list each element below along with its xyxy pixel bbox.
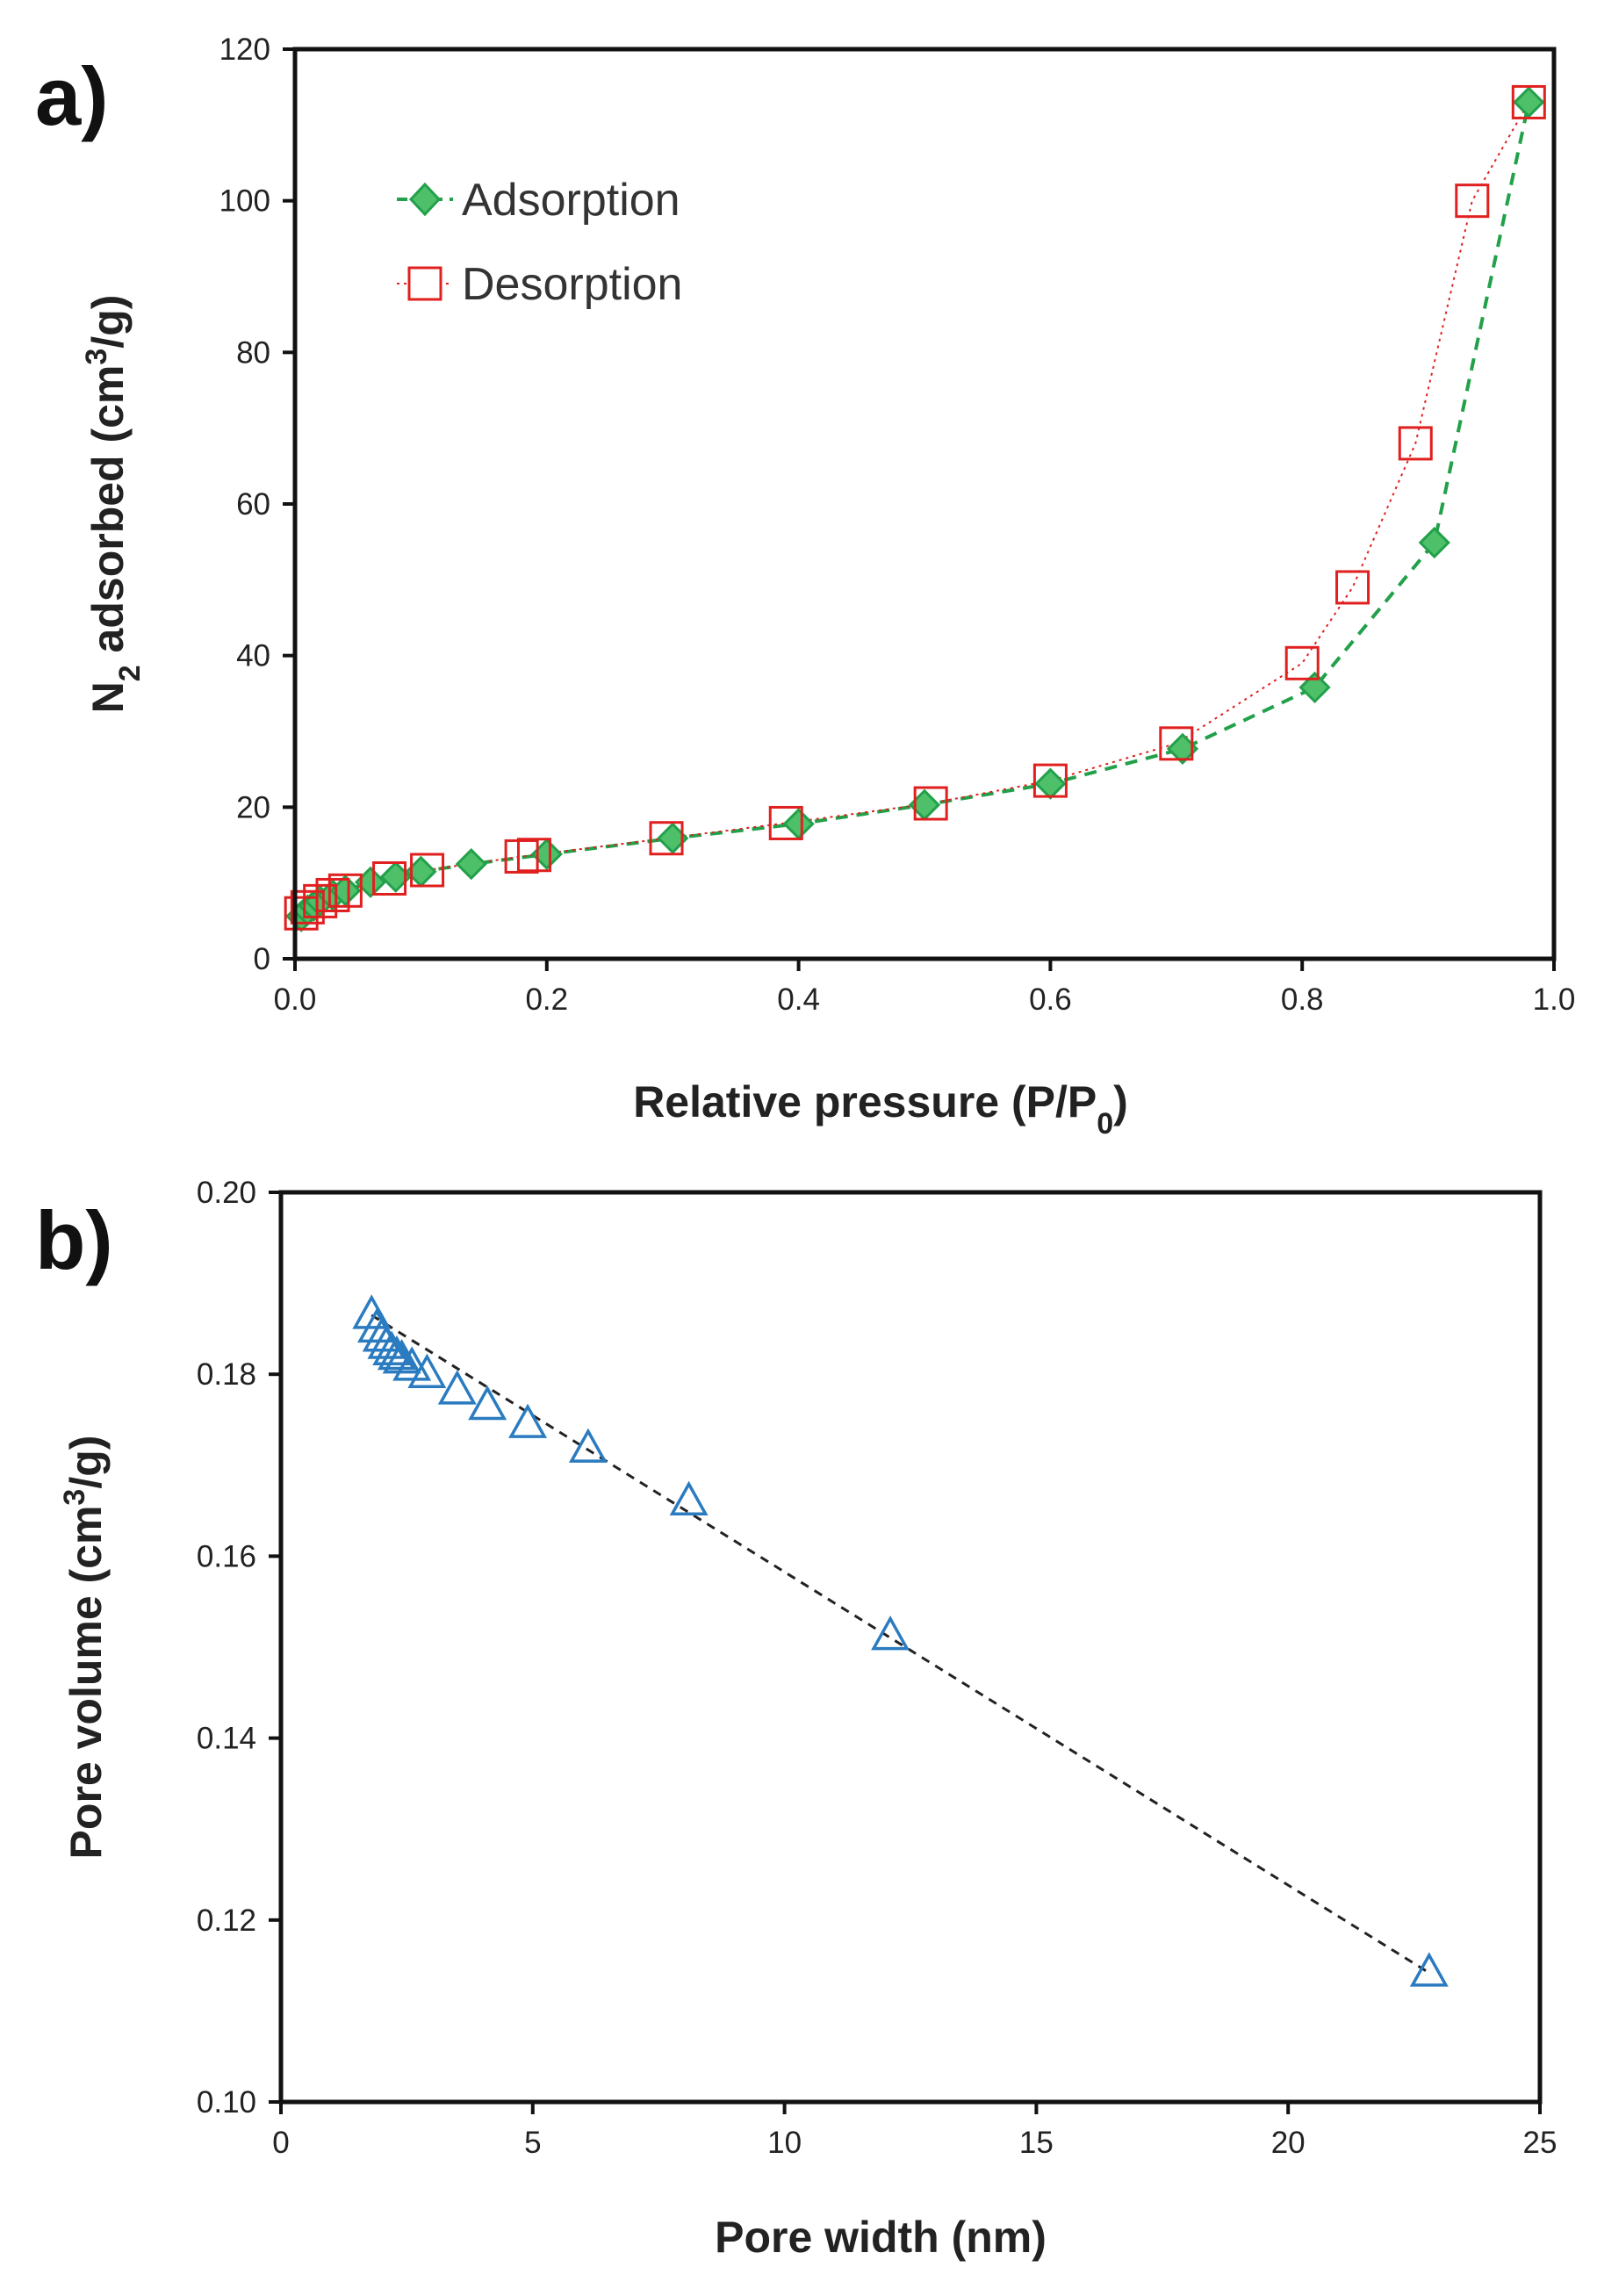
- panel-a-markers: [284, 84, 1546, 932]
- panel-a-desorption-point: [1398, 426, 1433, 461]
- panel-a-desorption-point: [768, 805, 803, 840]
- legend-adsorption-label: Adsorption: [462, 175, 680, 226]
- panel-b-x-tick-label: 10: [767, 2126, 802, 2160]
- panel-b-y-tick-label: 0.12: [197, 1904, 256, 1938]
- panel-b-pore-volume-point: [508, 1403, 548, 1438]
- panel-a-ylabel-main: N: [83, 681, 133, 713]
- panel-a-desorption-point: [327, 873, 363, 908]
- legend-desorption-label: Desorption: [462, 259, 682, 310]
- panel-a-adsorption-point: [1298, 671, 1331, 704]
- panel-a-plot-frame: [292, 47, 1557, 961]
- panel-b-plot-frame: [278, 1190, 1543, 2105]
- panel-a-label: a): [35, 50, 109, 142]
- panel-a-desorption-point: [1335, 570, 1370, 605]
- legend-desorption-marker: [407, 266, 442, 301]
- panel-b-markers: [352, 1294, 1449, 1987]
- panel-a-desorption-point: [504, 839, 539, 874]
- panel-a-y-tick-label: 20: [236, 790, 270, 824]
- panel-a-x-tick-label: 1.0: [1533, 982, 1576, 1017]
- panel-b-fit-line: [370, 1314, 1430, 1975]
- panel-b-ylabel-end: /g): [61, 1436, 111, 1489]
- panel-b-pore-volume-point: [372, 1330, 412, 1366]
- panel-a-y-tick-label: 100: [219, 184, 270, 219]
- panel-a-y-tick-label: 80: [236, 335, 270, 370]
- panel-a-adsorption-point: [1513, 86, 1545, 119]
- panel-a-x-tick-label: 0.6: [1029, 982, 1072, 1017]
- panel-a-desorption-point: [284, 896, 319, 931]
- panel-b-x-tick-label: 15: [1019, 2126, 1054, 2160]
- panel-b-pore-volume-point: [392, 1346, 432, 1381]
- panel-b-pore-volume-point: [437, 1370, 477, 1405]
- panel-a-ticks: 0.0 0.2 0.4 0.6 0.8 1.0 0 20 40 60 80 100 120: [219, 32, 1576, 1017]
- panel-b-fit-line: [370, 1314, 1430, 1975]
- panel-a-legend: Adsorption Desorption: [397, 175, 682, 310]
- panel-a-desorption-point: [1455, 184, 1490, 219]
- panel-a-x-tick-label: 0.8: [1281, 982, 1324, 1017]
- panel-b-ticks: 0 5 10 15 20 25 0.10 0.12 0.14 0.16 0.18 0.20: [197, 1176, 1557, 2160]
- panel-b-y-tick-label: 0.16: [197, 1539, 256, 1573]
- panel-a-desorption-point: [649, 821, 684, 856]
- panel-a-adsorption-point: [1418, 526, 1450, 559]
- panel-a-x-tick-label: 0.4: [777, 982, 820, 1017]
- panel-b-ylabel-sup: 3: [58, 1489, 91, 1506]
- panel-b-y-tick-label: 0.18: [197, 1357, 256, 1392]
- panel-b-pore-volume-point: [1409, 1952, 1449, 1987]
- panel-a-y-tick-label: 120: [219, 32, 270, 67]
- panel-a-xlabel-main: Relative pressure (P/P: [633, 1077, 1097, 1126]
- panel-b-pore-volume-point: [407, 1353, 447, 1388]
- panel-b-pore-volume-point: [568, 1428, 608, 1463]
- panel-a-y-tick-label: 40: [236, 639, 270, 673]
- panel-a-xlabel-end: ): [1113, 1077, 1128, 1126]
- panel-b-ylabel-main: Pore volume (cm: [61, 1506, 111, 1860]
- panel-a-desorption-point: [1284, 645, 1320, 680]
- panel-b-chart: b) 0 5 10 15 20 25 0.10 0.12 0.14 0.16 0.18 0.20 Po…: [35, 1176, 1557, 2262]
- panel-b-x-tick-label: 20: [1271, 2126, 1306, 2160]
- panel-a-y-axis-title: N2 adsorbed (cm3/g): [80, 295, 147, 714]
- panel-b-pore-volume-point: [669, 1480, 709, 1515]
- panel-a-xlabel-sub: 0: [1097, 1107, 1113, 1141]
- panel-b-y-tick-label: 0.14: [197, 1722, 256, 1756]
- panel-a-desorption-point: [290, 889, 325, 925]
- panel-a-desorption-point: [1159, 726, 1194, 761]
- panel-a-desorption-point: [1032, 763, 1068, 798]
- panel-a-desorption-point: [410, 853, 445, 888]
- panel-b-x-axis-title: Pore width (nm): [715, 2213, 1047, 2262]
- panel-a-y-tick-label: 0: [254, 942, 270, 976]
- panel-a-ylabel-sub: 2: [113, 665, 147, 681]
- panel-a-adsorption-point: [455, 847, 487, 881]
- panel-a-desorption-point: [372, 860, 407, 896]
- panel-b-pore-volume-point: [377, 1335, 416, 1371]
- panel-a-ylabel-sup: 3: [80, 349, 113, 365]
- panel-a-desorption-point: [315, 877, 350, 912]
- panel-a-desorption-point: [913, 786, 948, 821]
- panel-a-desorption-point: [303, 883, 338, 918]
- legend-adsorption-marker: [408, 182, 442, 217]
- panel-a-x-axis-title: Relative pressure (P/P0): [633, 1077, 1128, 1141]
- panel-b-x-tick-label: 5: [524, 2126, 541, 2160]
- panel-b-pore-volume-point: [871, 1615, 910, 1651]
- panel-b-pore-volume-point: [468, 1385, 507, 1421]
- panel-a-y-tick-label: 60: [236, 487, 270, 522]
- panel-a-x-tick-label: 0.2: [525, 982, 568, 1017]
- panel-b-x-tick-label: 0: [272, 2126, 289, 2160]
- panel-b-y-tick-label: 0.10: [197, 2085, 256, 2120]
- panel-a-ylabel-mid: adsorbed (cm: [83, 365, 133, 666]
- panel-b-x-tick-label: 25: [1523, 2126, 1557, 2160]
- panel-b-y-tick-label: 0.20: [197, 1176, 256, 1210]
- panel-b-pore-volume-point: [352, 1294, 392, 1329]
- panel-a-desorption-point: [516, 838, 551, 873]
- panel-a-desorption-point: [1511, 84, 1546, 119]
- panel-a-x-tick-label: 0.0: [274, 982, 317, 1017]
- panel-b-label: b): [35, 1194, 113, 1286]
- panel-a-ylabel-end: /g): [83, 295, 133, 349]
- panel-b-y-axis-title: Pore volume (cm3/g): [58, 1436, 111, 1860]
- panel-b-pore-volume-point: [382, 1339, 421, 1374]
